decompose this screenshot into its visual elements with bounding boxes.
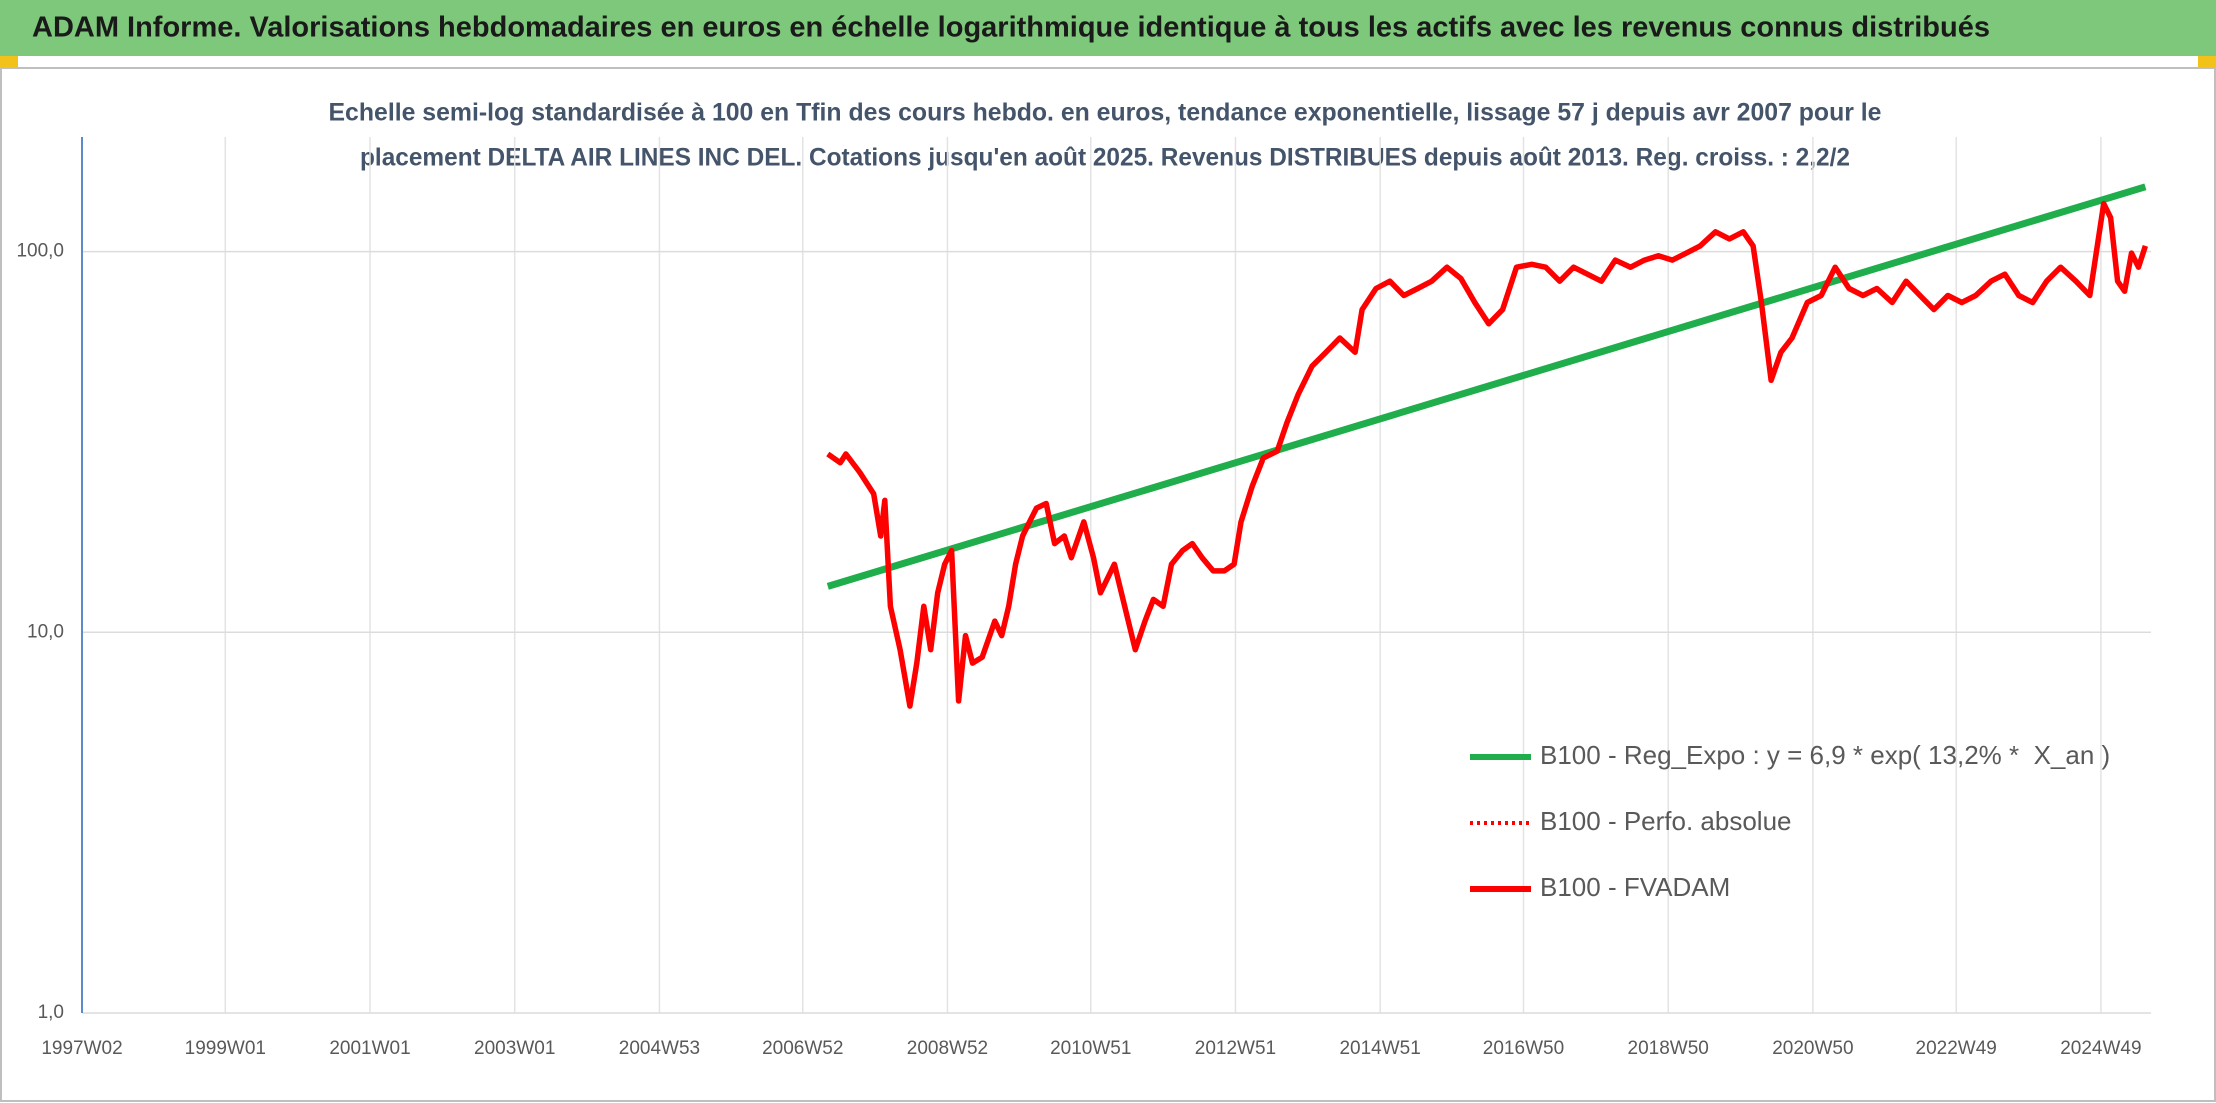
x-tick-label: 2018W50 bbox=[1628, 1038, 1709, 1059]
x-tick-label: 1999W01 bbox=[185, 1038, 266, 1059]
x-tick-label: 2010W51 bbox=[1050, 1038, 1131, 1059]
legend-label: B100 - Reg_Expo : y = 6,9 * exp( 13,2% *… bbox=[1540, 740, 2110, 770]
x-tick-label: 1997W02 bbox=[41, 1038, 122, 1059]
y-tick-label: 1,0 bbox=[38, 1002, 64, 1023]
x-tick-label: 2016W50 bbox=[1483, 1038, 1564, 1059]
legend-label: B100 - FVADAM bbox=[1540, 872, 1730, 902]
x-tick-label: 2006W52 bbox=[762, 1038, 843, 1059]
x-tick-label: 2020W50 bbox=[1772, 1038, 1853, 1059]
title-banner bbox=[0, 0, 2216, 56]
chart-title: ADAM Informe. Valorisations hebdomadaire… bbox=[32, 12, 1990, 44]
x-tick-label: 2001W01 bbox=[329, 1038, 410, 1059]
chart-frame bbox=[0, 67, 2216, 1102]
y-tick-label: 100,0 bbox=[16, 241, 64, 262]
x-tick-label: 2024W49 bbox=[2060, 1038, 2141, 1059]
series-line bbox=[826, 200, 2149, 709]
corner-mark bbox=[2198, 56, 2216, 68]
x-tick-label: 2004W53 bbox=[619, 1038, 700, 1059]
x-tick-label: 2012W51 bbox=[1195, 1038, 1276, 1059]
chart-subtitle: placement DELTA AIR LINES INC DEL. Cotat… bbox=[360, 144, 1850, 172]
y-tick-label: 10,0 bbox=[27, 621, 64, 642]
chart-subtitle: Echelle semi-log standardisée à 100 en T… bbox=[329, 99, 1882, 127]
x-tick-label: 2022W49 bbox=[1916, 1038, 1997, 1059]
corner-mark bbox=[0, 56, 18, 68]
x-tick-label: 2003W01 bbox=[474, 1038, 555, 1059]
legend-label: B100 - Perfo. absolue bbox=[1540, 806, 1792, 836]
x-tick-label: 2014W51 bbox=[1339, 1038, 1420, 1059]
x-tick-label: 2008W52 bbox=[907, 1038, 988, 1059]
